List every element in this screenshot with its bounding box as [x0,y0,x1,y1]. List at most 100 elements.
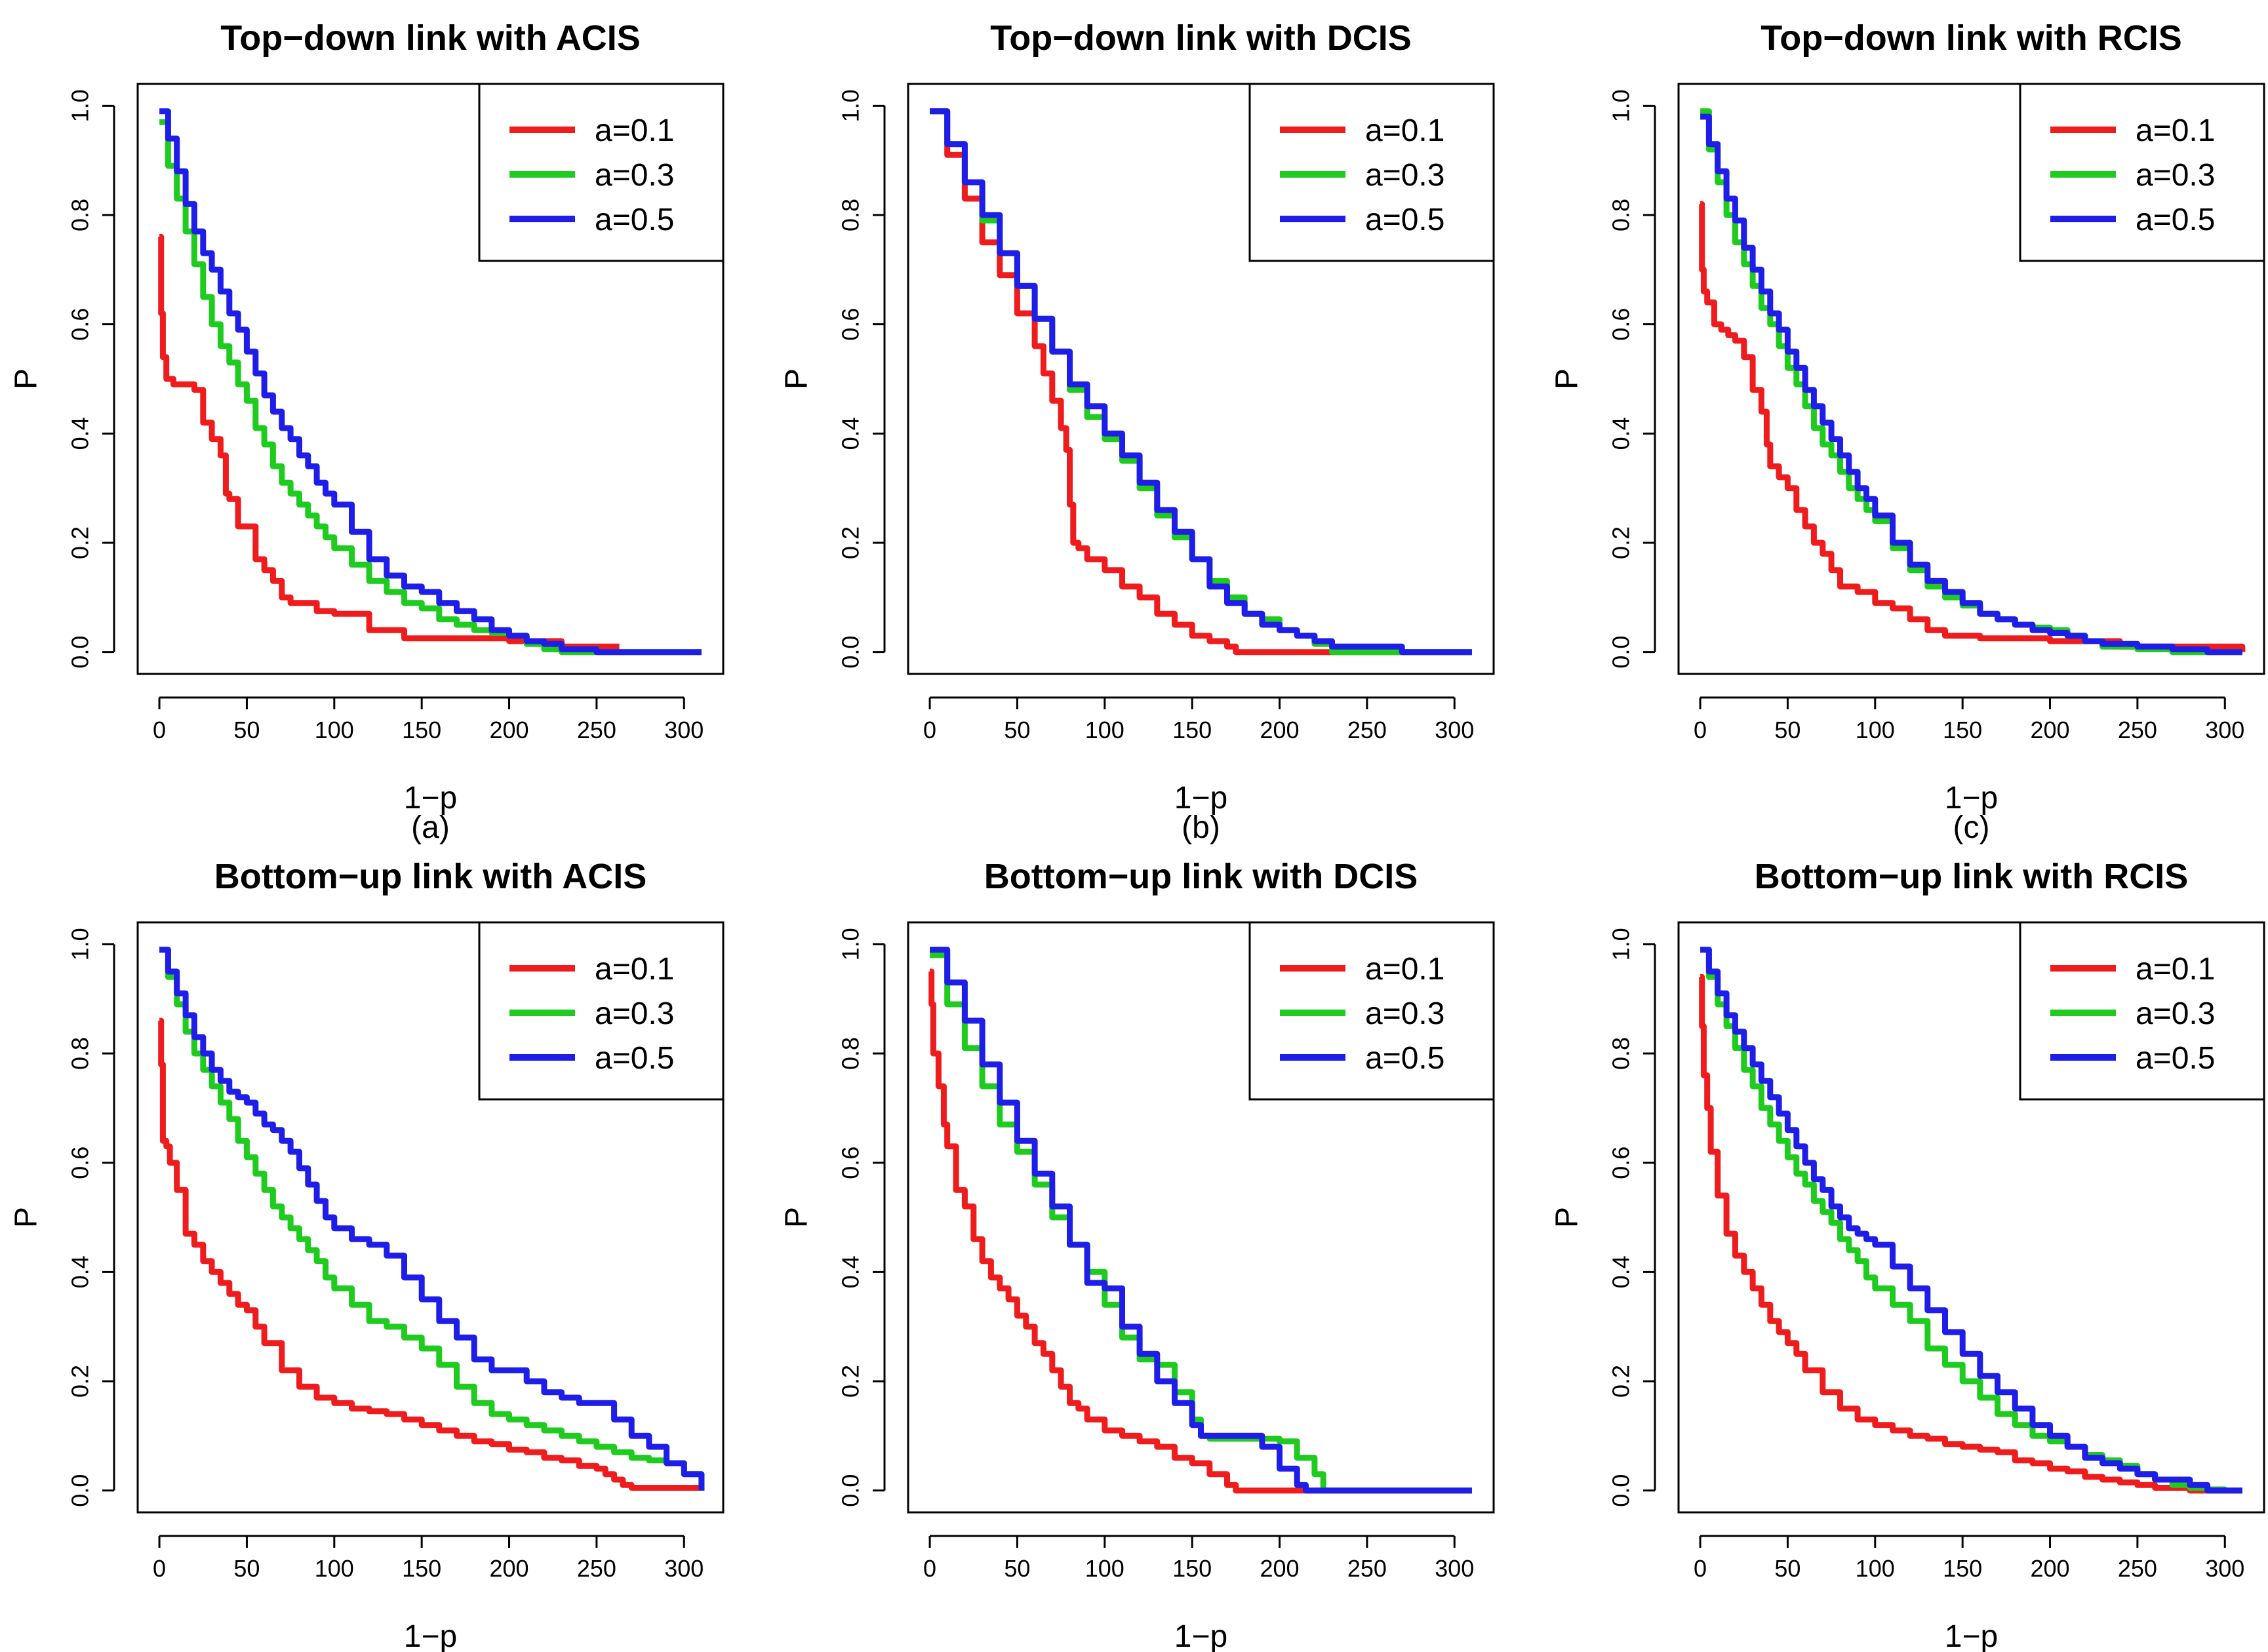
series-line-a-0-5 [159,947,705,1491]
y-axis-label: P [9,368,44,389]
y-tick-label: 0.8 [1608,1037,1635,1070]
x-tick-label: 200 [489,1555,528,1582]
x-tick-label: 50 [1004,717,1030,743]
chart-panel-4: Bottom−up link with ACIS 0 50 100 150 200 250 3… [9,857,725,1652]
x-tick-label: 50 [233,1555,260,1582]
legend-label: a=0.1 [2136,113,2215,148]
x-tick-label: 250 [2118,717,2157,743]
x-tick-label: 150 [1172,1555,1212,1582]
plot-frame [1677,921,2265,1514]
panel-label: (b) [1182,810,1220,845]
legend-label: a=0.5 [2136,203,2215,237]
chart-panel-3: Top−down link with RCIS 0 50 100 150 200 250 30… [1550,18,2265,845]
y-tick-label: 0.4 [67,417,94,450]
x-tick-label: 100 [1085,717,1124,743]
legend-label: a=0.3 [595,158,674,193]
chart-panel-5: Bottom−up link with DCIS 0 50 100 150 200 250 3… [780,857,1495,1652]
legend-label: a=0.1 [1365,113,1444,148]
x-tick-label: 300 [664,1555,704,1582]
plot-frame [136,83,725,675]
x-tick-label: 100 [315,1555,354,1582]
x-tick-label: 250 [1347,1555,1387,1582]
chart-title: Bottom−up link with ACIS [214,857,647,896]
x-tick-label: 150 [1943,717,1982,743]
y-tick-label: 0.8 [837,1037,864,1070]
x-axis-label: 1−p [1174,1619,1227,1652]
y-tick-label: 0.0 [67,636,94,669]
y-axis-label: P [780,368,814,389]
series-line-a-0-1 [158,1017,705,1491]
legend-label: a=0.1 [1365,952,1444,987]
series-line-a-0-1 [928,968,1472,1494]
series-line-a-0-1 [1699,974,2242,1494]
y-tick-label: 0.4 [1608,417,1635,450]
legend-label: a=0.3 [1365,996,1444,1031]
y-tick-label: 1.0 [1608,89,1635,122]
x-tick-label: 250 [1347,717,1387,743]
y-axis-label: P [1550,368,1585,389]
y-tick-label: 0.0 [837,1474,864,1507]
series-line-a-0-5 [930,947,1472,1494]
x-tick-label: 100 [315,717,354,743]
x-tick-label: 200 [2030,1555,2069,1582]
x-tick-label: 150 [402,717,441,743]
plot-frame [1677,83,2265,675]
legend-label: a=0.1 [595,952,674,987]
panel-label: (f) [1957,1649,1986,1652]
y-tick-label: 0.0 [1608,1474,1635,1507]
x-axis-label: 1−p [404,781,457,816]
legend-label: a=0.5 [595,203,674,237]
legend-label: a=0.5 [2136,1041,2215,1076]
y-tick-label: 0.6 [837,1147,864,1179]
x-tick-label: 300 [1435,1555,1474,1582]
x-tick-label: 150 [1172,717,1212,743]
legend-label: a=0.3 [1365,158,1444,193]
y-tick-label: 0.6 [837,308,864,341]
legend-label: a=0.3 [2136,996,2215,1031]
x-tick-label: 0 [1694,717,1707,743]
panel-label: (e) [1182,1649,1220,1652]
x-tick-label: 300 [1435,717,1474,743]
y-tick-label: 1.0 [67,89,94,122]
series-line-a-0-1 [1699,201,2246,652]
y-tick-label: 0.2 [67,526,94,559]
legend-label: a=0.5 [1365,203,1444,237]
y-tick-label: 0.2 [1608,1365,1635,1398]
x-tick-label: 250 [577,717,616,743]
x-tick-label: 0 [153,717,166,743]
y-tick-label: 0.8 [67,199,94,231]
y-tick-label: 0.4 [837,1255,864,1288]
series-line-a-0-1 [930,108,1472,656]
plot-frame [907,921,1495,1514]
x-axis-label: 1−p [1945,781,1998,816]
y-tick-label: 0.2 [837,526,864,559]
chart-title: Bottom−up link with DCIS [984,857,1418,896]
y-tick-label: 0.8 [837,199,864,231]
legend-label: a=0.1 [595,113,674,148]
series-line-a-0-3 [930,952,1472,1494]
x-tick-label: 100 [1856,1555,1895,1582]
x-tick-label: 200 [489,717,528,743]
y-tick-label: 0.4 [837,417,864,450]
chart-panel-1: Top−down link with ACIS 0 50 100 150 200 250 30… [9,18,725,845]
y-tick-label: 1.0 [1608,928,1635,960]
chart-panel-2: Top−down link with DCIS 0 50 100 150 200 250 30… [780,18,1495,845]
chart-title: Top−down link with RCIS [1761,18,2181,58]
plot-frame [136,921,725,1514]
chart-panel-6: Bottom−up link with RCIS 0 50 100 150 200 250 3… [1550,857,2265,1652]
x-axis-label: 1−p [1174,781,1227,816]
x-tick-label: 0 [1694,1555,1707,1582]
series-line-a-0-3 [159,947,705,1491]
legend-label: a=0.3 [595,996,674,1031]
series-line-a-0-5 [1700,947,2242,1494]
y-tick-label: 0.4 [1608,1255,1635,1288]
x-axis-label: 1−p [1945,1619,1998,1652]
y-tick-label: 0.6 [1608,1147,1635,1179]
x-tick-label: 100 [1085,1555,1124,1582]
panel-label: (c) [1953,810,1990,845]
y-tick-label: 1.0 [837,928,864,960]
y-tick-label: 0.0 [1608,636,1635,669]
y-tick-label: 0.6 [1608,308,1635,341]
y-axis-label: P [1550,1207,1585,1228]
x-tick-label: 50 [1774,1555,1800,1582]
